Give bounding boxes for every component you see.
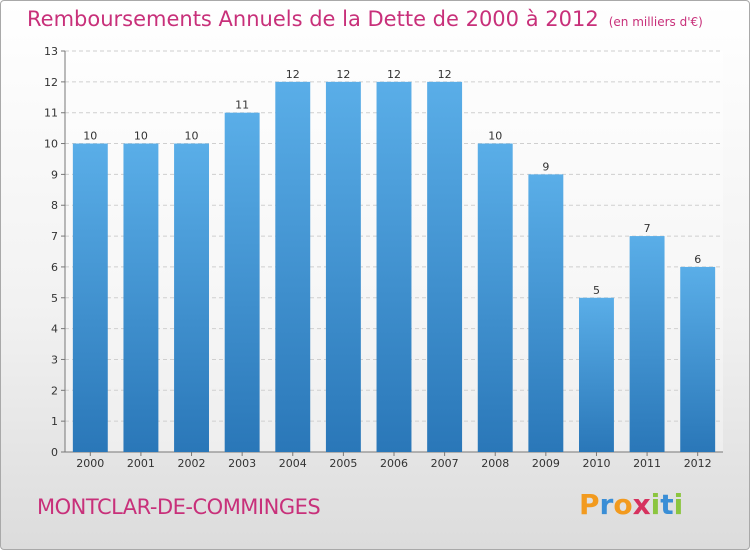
- bar: [174, 143, 210, 453]
- data-label: 12: [387, 68, 401, 81]
- data-label: 12: [438, 68, 452, 81]
- y-tick-label: 7: [51, 230, 58, 243]
- x-tick-label: 2005: [329, 457, 357, 470]
- data-label: 11: [235, 99, 249, 112]
- y-tick-label: 1: [51, 415, 58, 428]
- bar: [528, 174, 564, 452]
- data-label: 5: [593, 284, 600, 297]
- bar: [123, 143, 159, 453]
- logo-letter: t: [660, 488, 674, 521]
- commune-name: MONTCLAR-DE-COMMINGES: [37, 495, 321, 519]
- x-tick-label: 2011: [633, 457, 661, 470]
- bar: [325, 81, 361, 452]
- bar: [376, 81, 412, 452]
- chart-title-text: Remboursements Annuels de la Dette de 20…: [27, 7, 599, 31]
- x-tick-label: 2012: [684, 457, 712, 470]
- x-tick-label: 2010: [582, 457, 610, 470]
- y-tick-label: 6: [51, 261, 58, 274]
- data-label: 10: [488, 130, 502, 143]
- bar: [275, 81, 311, 452]
- x-tick-label: 2003: [228, 457, 256, 470]
- data-label: 6: [694, 253, 701, 266]
- data-label: 7: [644, 222, 651, 235]
- bar: [224, 112, 260, 452]
- data-label: 10: [134, 130, 148, 143]
- bar: [578, 297, 614, 452]
- y-tick-label: 10: [44, 138, 58, 151]
- data-label: 12: [286, 68, 300, 81]
- x-tick-label: 2000: [76, 457, 104, 470]
- y-tick-label: 12: [44, 76, 58, 89]
- y-tick-label: 4: [51, 323, 58, 336]
- y-tick-label: 13: [44, 45, 58, 58]
- chart-unit: (en milliers d'€): [608, 15, 703, 29]
- proxiti-logo: Proxiti: [579, 488, 683, 521]
- y-tick-label: 9: [51, 168, 58, 181]
- x-tick-label: 2007: [431, 457, 459, 470]
- y-tick-label: 11: [44, 107, 58, 120]
- logo-letter: o: [613, 488, 633, 521]
- logo-letter: i: [650, 488, 661, 521]
- data-label: 9: [542, 160, 549, 173]
- bar: [477, 143, 513, 453]
- bar: [427, 81, 463, 452]
- x-tick-label: 2004: [279, 457, 307, 470]
- x-tick-label: 2008: [481, 457, 509, 470]
- logo-letter: i: [673, 488, 684, 521]
- bar: [629, 236, 665, 452]
- x-tick-label: 2009: [532, 457, 560, 470]
- data-label: 12: [336, 68, 350, 81]
- x-tick-label: 2002: [178, 457, 206, 470]
- x-tick-label: 2006: [380, 457, 408, 470]
- data-label: 10: [83, 130, 97, 143]
- x-tick-label: 2001: [127, 457, 155, 470]
- y-tick-label: 0: [51, 446, 58, 459]
- y-tick-label: 5: [51, 292, 58, 305]
- bar: [72, 143, 108, 453]
- y-tick-label: 8: [51, 199, 58, 212]
- logo-letter: x: [632, 488, 651, 521]
- data-label: 10: [185, 130, 199, 143]
- bar: [680, 266, 716, 452]
- y-tick-label: 3: [51, 353, 58, 366]
- chart-title: Remboursements Annuels de la Dette de 20…: [27, 7, 703, 31]
- logo-letter: r: [599, 488, 614, 521]
- y-tick-label: 2: [51, 384, 58, 397]
- logo-letter: P: [579, 488, 600, 521]
